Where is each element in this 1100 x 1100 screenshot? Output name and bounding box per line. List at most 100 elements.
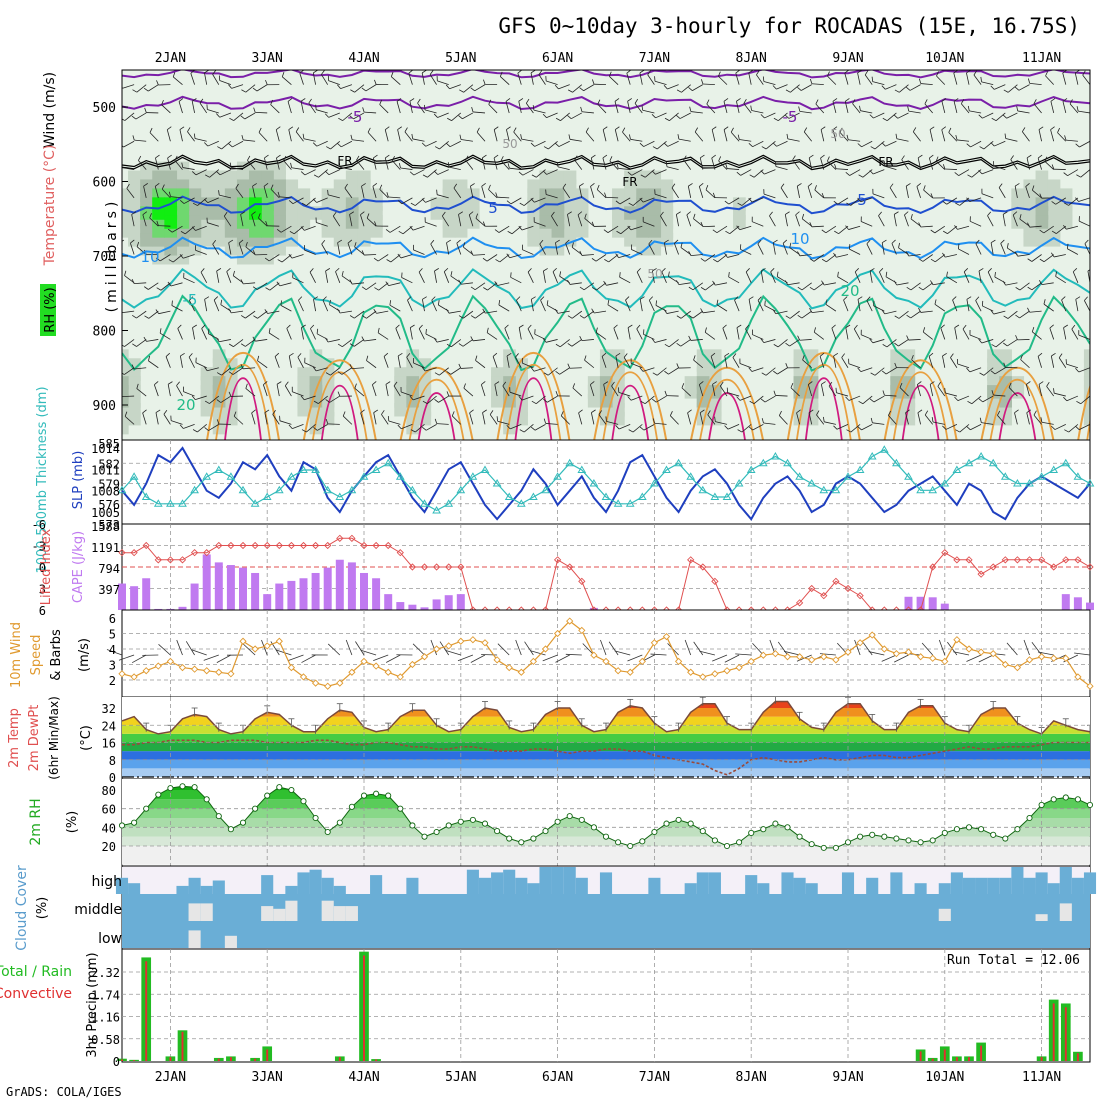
wind-barb-flag xyxy=(761,146,767,150)
wind-barb xyxy=(675,214,679,227)
wind-barb-flag xyxy=(200,268,205,273)
wind-barb xyxy=(245,84,256,93)
thickness-point xyxy=(758,458,768,467)
wind-barb-flag xyxy=(567,211,572,215)
wind-barb-flag xyxy=(555,239,560,244)
wind-barb xyxy=(994,367,1006,375)
wind-barb xyxy=(379,104,389,114)
wind-barb xyxy=(716,225,728,234)
wind-barb xyxy=(124,275,135,284)
cape-bar xyxy=(928,597,937,610)
wind-barb xyxy=(276,157,280,170)
wind-barb-flag xyxy=(567,343,573,347)
wind-speed-point xyxy=(227,670,235,678)
wind-barb-flag xyxy=(839,127,843,133)
wind-barb-flag xyxy=(734,296,739,301)
wind-barb xyxy=(739,363,752,369)
wind-barb xyxy=(513,131,522,142)
thickness-tick-label: 579 xyxy=(98,478,120,492)
wind-barb-flag xyxy=(385,281,389,286)
wind-barb xyxy=(251,214,256,227)
precip-conv-bar xyxy=(919,1051,922,1061)
wind-barb xyxy=(655,395,667,403)
wind-barb-flag xyxy=(1076,106,1079,112)
lifted-index-point xyxy=(227,541,235,550)
thickness-point xyxy=(311,465,320,473)
wind-barb xyxy=(219,194,231,199)
precip-conv-bar xyxy=(133,1060,136,1061)
wind-barb-flag xyxy=(979,372,985,376)
wind-barb xyxy=(295,131,304,142)
rh-point xyxy=(953,826,960,833)
lifted-index-axis-label: Lifted Index xyxy=(39,528,54,605)
wind-barb-flag xyxy=(149,213,152,219)
thickness-point xyxy=(529,492,538,500)
wind-barb xyxy=(232,367,244,375)
wind-barb-flag xyxy=(979,417,982,423)
precip-conv-bar xyxy=(1052,1003,1055,1061)
wind-barb-flag xyxy=(885,271,888,277)
wind-barb xyxy=(208,424,220,431)
wind-barb xyxy=(987,271,994,283)
wind-barb xyxy=(813,254,825,262)
wind-barb xyxy=(1033,414,1042,425)
wind-barb xyxy=(183,391,195,397)
wind-barb-flag xyxy=(313,427,318,431)
wind-barb xyxy=(481,186,486,199)
cloud-bar-high xyxy=(599,872,613,894)
wind-barb xyxy=(853,328,861,340)
wind-speed-point xyxy=(493,656,501,664)
wind-barb xyxy=(630,395,643,401)
wind-barb-flag xyxy=(888,410,892,416)
rh-cell xyxy=(249,206,262,220)
wind-barb-flag xyxy=(671,183,676,189)
wind-barb-flag xyxy=(954,396,959,401)
wind-barb xyxy=(245,388,256,397)
cape-bar xyxy=(432,599,441,610)
rh-point xyxy=(506,835,513,842)
wind-barb-flag xyxy=(216,419,220,425)
wind-barb-flag xyxy=(700,79,704,85)
surface-wind-barb xyxy=(185,641,195,656)
lifted-index-point xyxy=(420,563,429,571)
rh-point xyxy=(723,842,731,850)
rh-cell xyxy=(140,233,153,247)
wind-barb-flag xyxy=(470,183,475,187)
wind-barb xyxy=(316,109,328,114)
wind-barb-flag xyxy=(362,107,365,113)
contour-label: FR xyxy=(878,155,893,169)
wind-barb-flag xyxy=(149,127,153,133)
wind-barb xyxy=(885,140,897,147)
contour-label: 10 xyxy=(140,248,159,266)
wind-barb xyxy=(179,129,183,142)
wind-barb xyxy=(142,412,147,425)
wind-barb-flag xyxy=(724,253,728,258)
cloud-gap-cloud_middle xyxy=(261,906,274,921)
rh-point xyxy=(131,819,138,826)
wind-barb xyxy=(463,246,474,255)
wind-barb-flag xyxy=(308,98,312,104)
wind-barb-flag xyxy=(122,239,125,242)
wind-barb-flag xyxy=(700,409,705,413)
rh-point xyxy=(252,805,259,812)
wind-barb xyxy=(122,310,135,314)
wind-barb-flag xyxy=(421,142,426,147)
rh-point xyxy=(155,791,162,798)
wind-barb xyxy=(642,367,655,372)
wind-barb xyxy=(415,424,425,433)
wind-barb-flag xyxy=(629,134,631,140)
wind-barb xyxy=(861,221,873,227)
wind-barb xyxy=(1066,225,1079,230)
wind-barb xyxy=(644,169,655,178)
wind-barb-flag xyxy=(994,271,996,278)
wind-barb-flag xyxy=(1050,126,1055,131)
rh-cell xyxy=(236,233,250,247)
wind-barb-flag xyxy=(784,114,790,119)
wind-barb-flag xyxy=(1072,267,1078,273)
lifted-index-point xyxy=(130,549,138,557)
wind-barb-flag xyxy=(136,383,139,389)
wind-barb-flag xyxy=(217,146,222,150)
wind-barb xyxy=(618,167,631,170)
wind-barb xyxy=(905,186,909,198)
